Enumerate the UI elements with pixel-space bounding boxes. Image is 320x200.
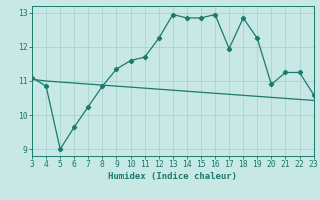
X-axis label: Humidex (Indice chaleur): Humidex (Indice chaleur)	[108, 172, 237, 181]
